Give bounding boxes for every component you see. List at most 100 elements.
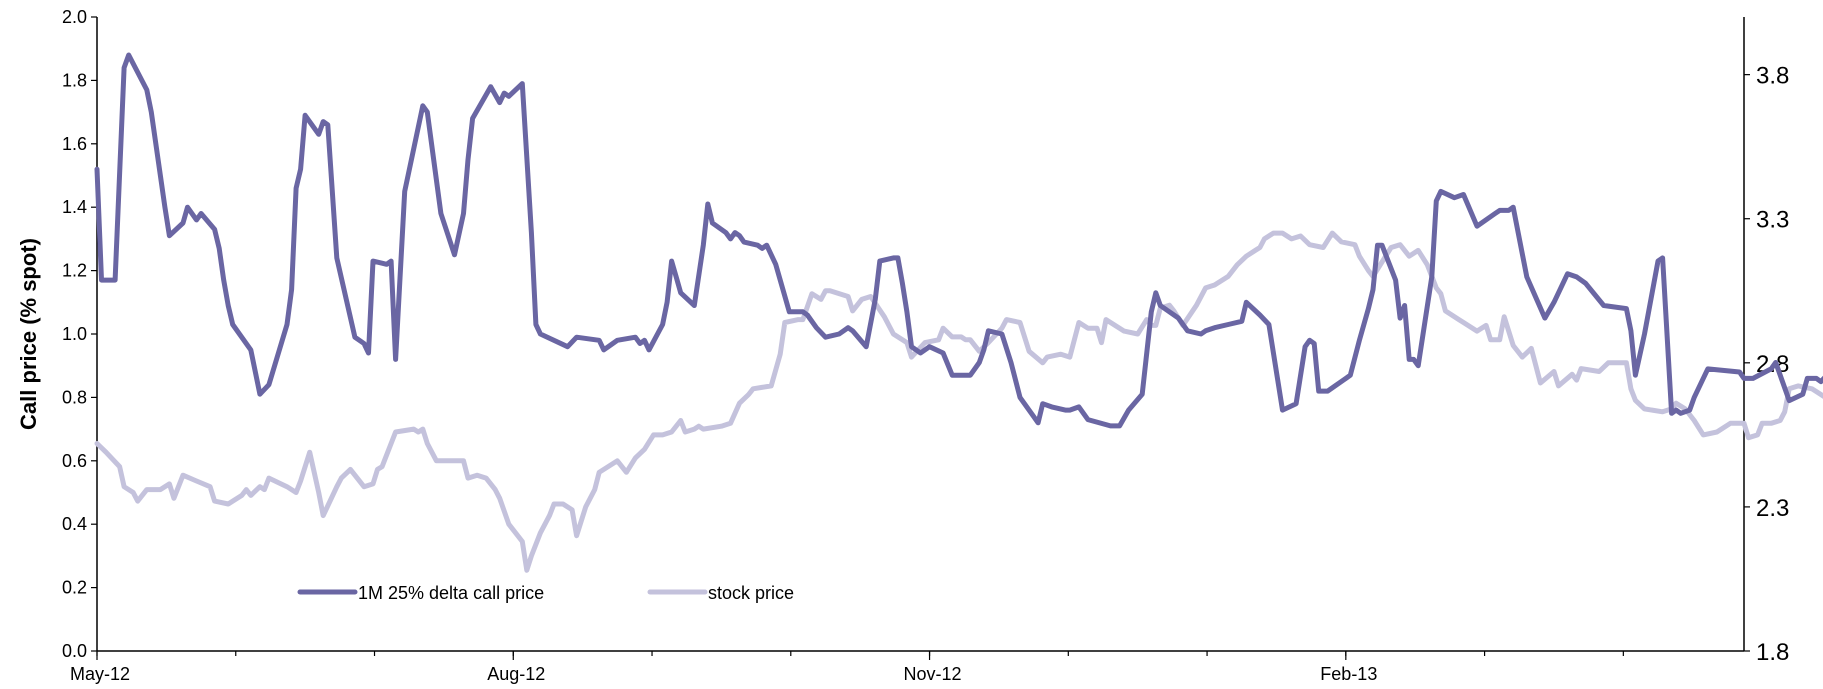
data-point xyxy=(308,451,311,454)
y2-tick-label: 2.3 xyxy=(1756,495,1789,522)
data-point xyxy=(1543,316,1547,320)
data-point xyxy=(810,292,814,295)
data-point xyxy=(760,247,764,250)
data-point xyxy=(1299,234,1302,238)
data-point xyxy=(733,231,737,234)
data-point xyxy=(466,158,470,161)
data-point xyxy=(1797,384,1800,388)
data-point xyxy=(756,244,759,247)
data-point xyxy=(1512,344,1515,347)
data-point xyxy=(1358,255,1361,258)
data-point xyxy=(113,278,117,282)
data-point xyxy=(1141,393,1144,396)
data-point xyxy=(1738,370,1741,374)
data-point xyxy=(503,91,506,95)
series-line xyxy=(94,52,1823,429)
data-point xyxy=(1398,316,1402,320)
data-point xyxy=(1367,269,1370,272)
data-point xyxy=(1245,255,1248,258)
data-point xyxy=(729,422,732,425)
data-point xyxy=(539,531,542,534)
data-point xyxy=(575,534,578,537)
data-point xyxy=(435,459,438,462)
data-point xyxy=(1498,338,1501,341)
data-point xyxy=(684,430,687,434)
data-point xyxy=(788,310,791,313)
data-point xyxy=(941,327,945,330)
data-point xyxy=(824,289,827,292)
data-point xyxy=(1489,338,1492,341)
data-point xyxy=(598,471,601,474)
data-point xyxy=(1611,361,1615,364)
data-point xyxy=(484,476,488,480)
data-point xyxy=(1005,318,1008,321)
data-point xyxy=(1245,301,1248,304)
data-point xyxy=(693,304,696,307)
data-point xyxy=(159,488,162,491)
data-point xyxy=(299,168,302,171)
data-point xyxy=(1715,430,1719,434)
data-point xyxy=(1435,199,1438,203)
data-point xyxy=(797,318,800,321)
data-point xyxy=(815,326,818,329)
data-point xyxy=(421,104,424,108)
data-point xyxy=(711,221,714,225)
data-point xyxy=(783,321,786,324)
data-point xyxy=(122,485,126,488)
data-point xyxy=(466,476,470,480)
data-point xyxy=(1213,283,1216,287)
data-point xyxy=(394,430,397,434)
data-point xyxy=(249,348,252,352)
y-tick-label: 1.0 xyxy=(62,324,87,344)
data-point xyxy=(389,259,393,263)
data-point xyxy=(1769,367,1773,371)
data-point xyxy=(643,448,646,451)
data-point xyxy=(1552,370,1556,373)
data-point xyxy=(561,502,565,506)
data-point xyxy=(670,430,673,434)
legend-label: stock price xyxy=(708,583,794,603)
data-point xyxy=(525,569,528,572)
data-point xyxy=(1417,364,1420,367)
data-point xyxy=(335,485,338,488)
data-point xyxy=(1602,304,1605,307)
data-point xyxy=(132,491,135,494)
data-point xyxy=(661,433,664,437)
data-point xyxy=(1380,260,1384,264)
data-point xyxy=(806,313,809,317)
data-point xyxy=(1742,422,1746,425)
data-point xyxy=(1122,329,1126,333)
y-tick-label: 0.0 xyxy=(62,641,87,661)
data-point xyxy=(530,554,533,558)
data-point xyxy=(1806,377,1809,380)
data-point xyxy=(181,474,185,477)
data-point xyxy=(530,231,533,234)
data-point xyxy=(846,326,850,329)
data-point xyxy=(498,101,501,104)
data-point xyxy=(1412,358,1415,361)
data-point xyxy=(145,88,148,92)
legend-item: stock price xyxy=(647,583,794,603)
data-point xyxy=(294,187,298,190)
y-tick-label: 1.2 xyxy=(62,261,87,281)
y-tick-label: 1.8 xyxy=(62,70,87,90)
data-point xyxy=(1493,212,1497,215)
data-point xyxy=(1236,263,1239,266)
data-point xyxy=(602,348,605,352)
data-point xyxy=(100,278,103,282)
data-point xyxy=(1032,415,1035,418)
data-point xyxy=(150,110,153,114)
data-point xyxy=(634,336,637,339)
data-point xyxy=(95,442,99,445)
data-point xyxy=(720,425,723,428)
data-point xyxy=(1150,310,1153,313)
data-point xyxy=(1335,383,1339,386)
data-point xyxy=(923,341,927,344)
data-point xyxy=(1462,193,1465,196)
data-point xyxy=(1503,315,1506,318)
data-point xyxy=(742,240,746,244)
data-point xyxy=(303,114,307,117)
data-point xyxy=(412,427,415,431)
data-point xyxy=(1769,422,1773,425)
data-point xyxy=(1095,327,1099,330)
